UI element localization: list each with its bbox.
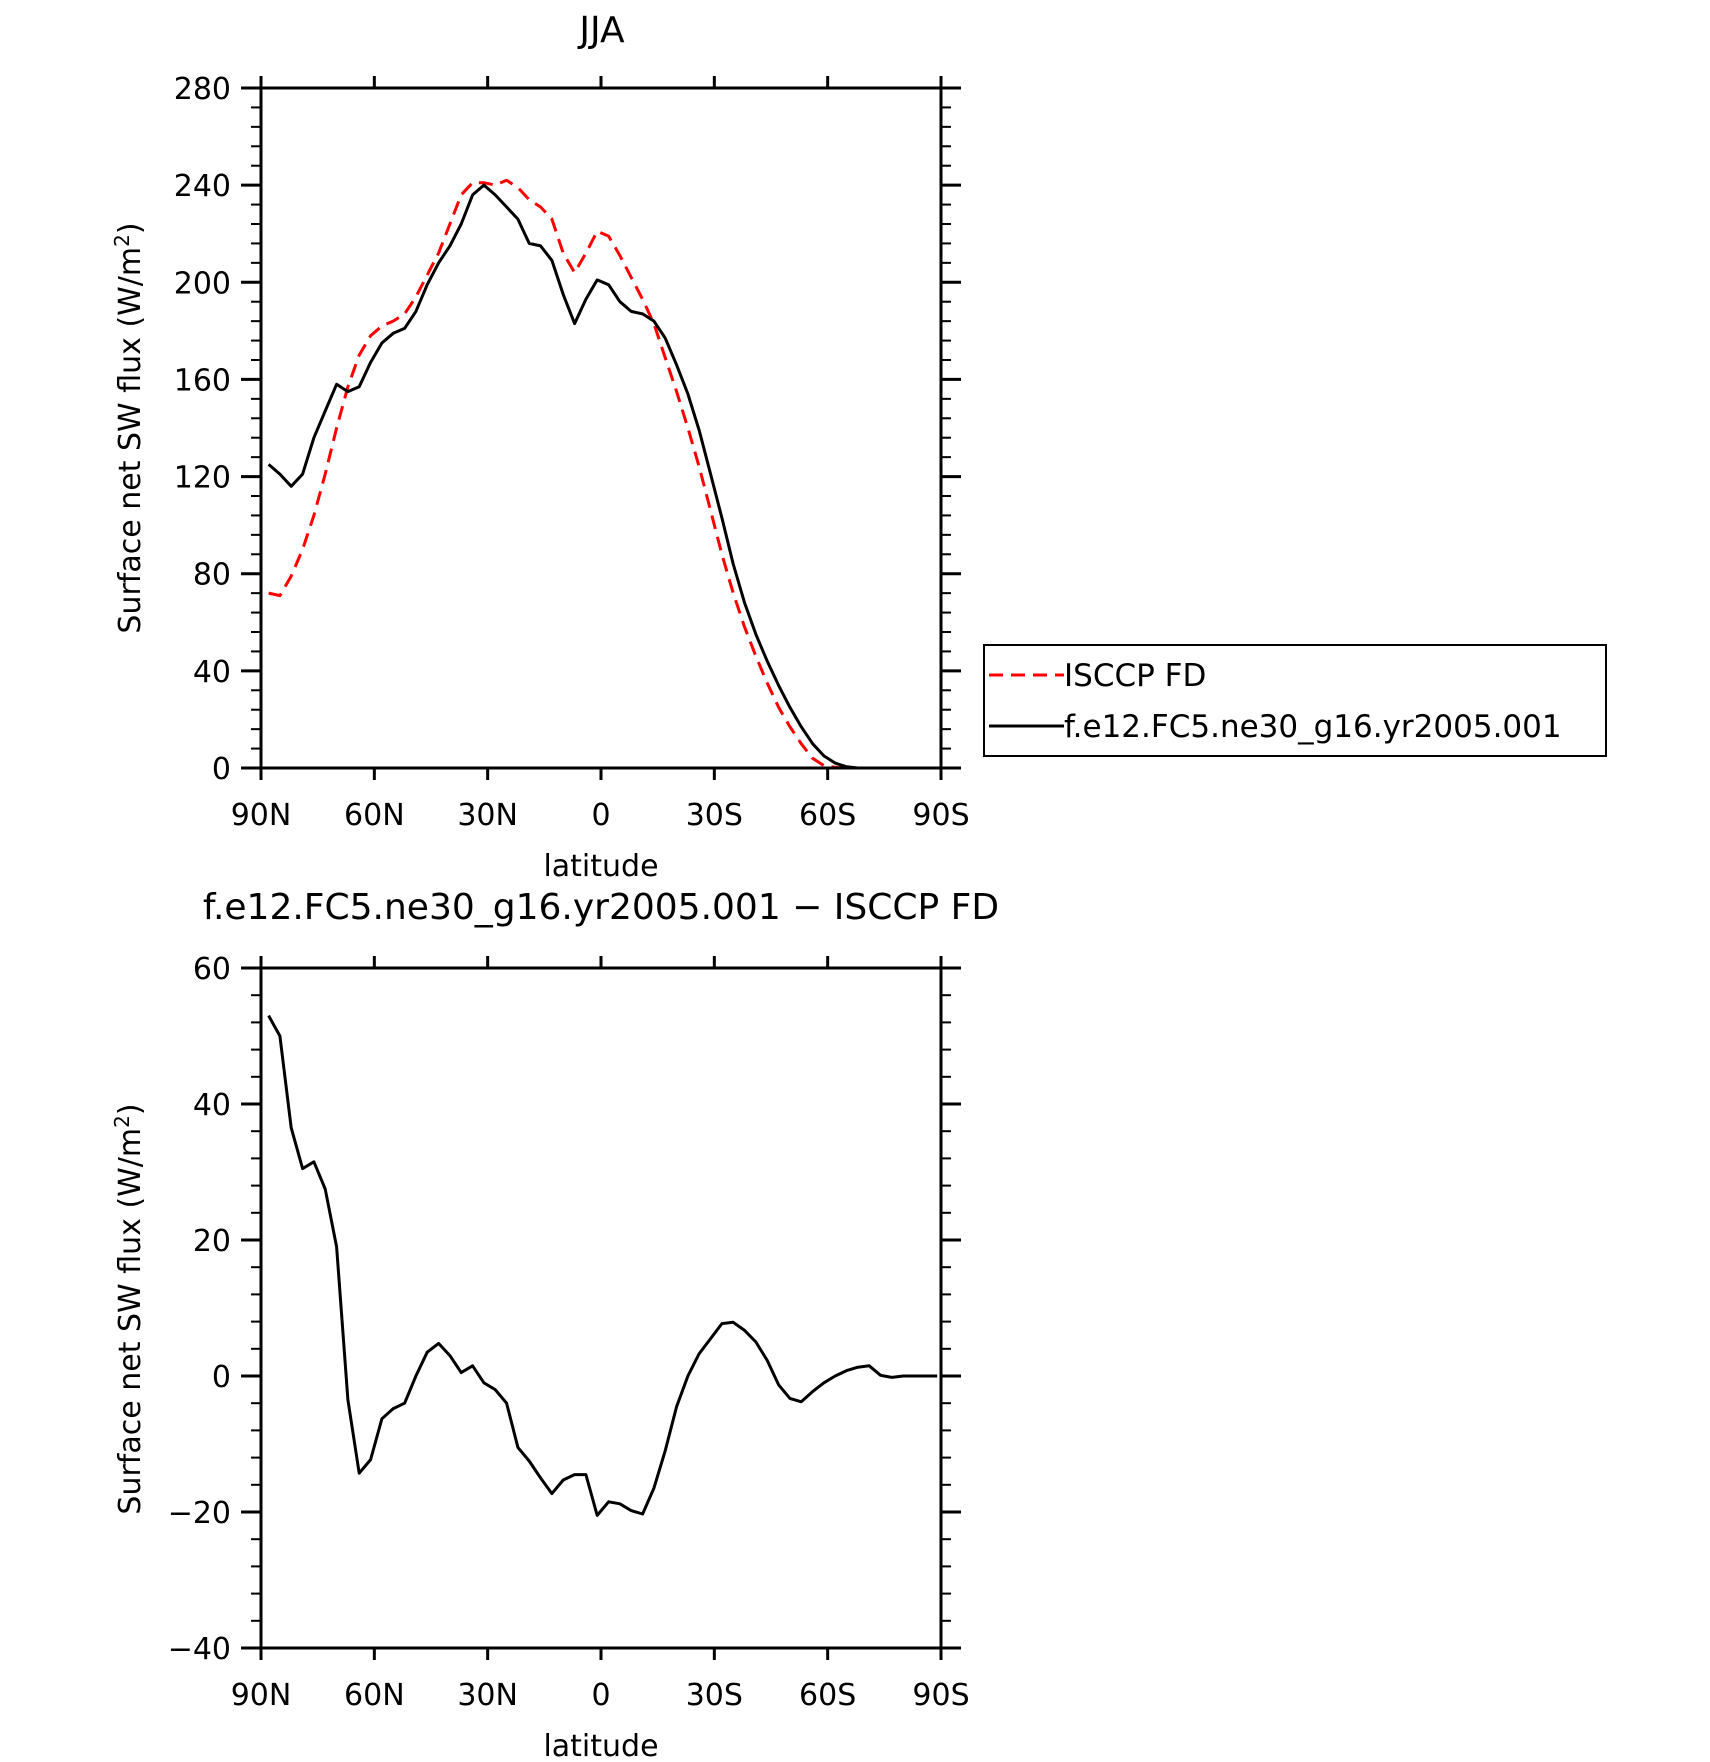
top-panel-x-tick-label: 30S — [686, 798, 743, 833]
bottom-panel-x-tick-label: 60S — [799, 1678, 856, 1713]
top-panel-x-axis-title: latitude — [543, 849, 658, 884]
top-panel-y-axis-title-main: Surface net SW flux (W/m — [113, 247, 148, 634]
bottom-panel-y-tick-label: 20 — [193, 1224, 231, 1259]
legend-box — [983, 644, 1607, 757]
top-panel-series-layer — [267, 178, 938, 770]
legend-label-model: f.e12.FC5.ne30_g16.yr2005.001 — [1064, 709, 1562, 745]
bottom-panel-title: f.e12.FC5.ne30_g16.yr2005.001 − ISCCP FD — [203, 887, 999, 928]
top-panel-y-tick-label: 40 — [193, 655, 231, 690]
top-panel-y-tick-label: 240 — [174, 169, 231, 204]
bottom-panel-y-axis-title-superscript: 2 — [110, 1115, 134, 1128]
top-panel-series-isccp-fd-line — [268, 178, 938, 770]
top-panel-x-tick-label: 90S — [912, 798, 969, 833]
bottom-panel-series-model-line — [267, 1014, 938, 1517]
bottom-panel-y-axis-title: Surface net SW flux (W/m2) — [110, 1103, 148, 1514]
bottom-panel-y-tick-label: 0 — [212, 1360, 231, 1395]
top-panel-x-tick-label: 90N — [231, 798, 292, 833]
legend: ISCCP FD f.e12.FC5.ne30_g16.yr2005.001 — [983, 644, 1607, 757]
top-panel-y-tick-label: 160 — [174, 363, 231, 398]
bottom-panel-x-tick-label: 60N — [344, 1678, 405, 1713]
bottom-panel-y-axis-title-end: ) — [113, 1103, 148, 1115]
bottom-panel-frame — [259, 966, 943, 1650]
bottom-panel-x-tick-label: 30N — [457, 1678, 518, 1713]
bottom-panel-y-tick-label: −40 — [168, 1632, 231, 1667]
bottom-panel-x-tick-label: 90S — [912, 1678, 969, 1713]
legend-label-isccp: ISCCP FD — [1064, 658, 1206, 694]
top-panel-x-tick-label: 60S — [799, 798, 856, 833]
bottom-panel-y-tick-label: −20 — [168, 1496, 231, 1531]
bottom-panel-y-tick-label: 40 — [193, 1088, 231, 1123]
top-panel-y-tick-label: 80 — [193, 558, 231, 593]
bottom-panel-y-tick-label: 60 — [193, 952, 231, 987]
top-panel-y-axis-title-end: ) — [113, 222, 148, 234]
top-panel-y-axis-title: Surface net SW flux (W/m2) — [110, 222, 148, 633]
bottom-panel-y-axis-title-main: Surface net SW flux (W/m — [113, 1128, 148, 1515]
bottom-panel-ticks: 90N 60N 30N 0 30S 60S 90S −40 −20 0 20 40 60 — [168, 952, 970, 1713]
bottom-panel-x-tick-label: 0 — [591, 1678, 610, 1713]
top-panel-y-tick-label: 280 — [174, 72, 231, 107]
bottom-panel-x-tick-label: 30S — [686, 1678, 743, 1713]
top-panel-y-tick-label: 120 — [174, 461, 231, 496]
top-panel-frame — [259, 86, 943, 770]
top-panel-x-tick-label: 60N — [344, 798, 405, 833]
top-panel-series-model-line — [267, 183, 938, 770]
top-panel-ticks: 90N 60N 30N 0 30S 60S 90S 0 40 80 120 160 200 240 280 — [174, 72, 970, 833]
bottom-panel-x-axis-title: latitude — [543, 1729, 658, 1762]
top-panel-y-tick-label: 200 — [174, 266, 231, 301]
top-panel-y-tick-label: 0 — [212, 752, 231, 787]
top-panel: JJA 90N 60N 30N 0 30S 60S 90S 0 40 80 120 160 200 240… — [110, 10, 970, 884]
top-panel-x-tick-label: 0 — [591, 798, 610, 833]
top-panel-y-axis-title-superscript: 2 — [110, 234, 134, 247]
top-panel-title: JJA — [577, 10, 625, 51]
bottom-panel: f.e12.FC5.ne30_g16.yr2005.001 − ISCCP FD… — [110, 887, 999, 1762]
top-panel-x-tick-label: 30N — [457, 798, 518, 833]
bottom-panel-series-layer — [267, 1014, 938, 1517]
bottom-panel-x-tick-label: 90N — [231, 1678, 292, 1713]
